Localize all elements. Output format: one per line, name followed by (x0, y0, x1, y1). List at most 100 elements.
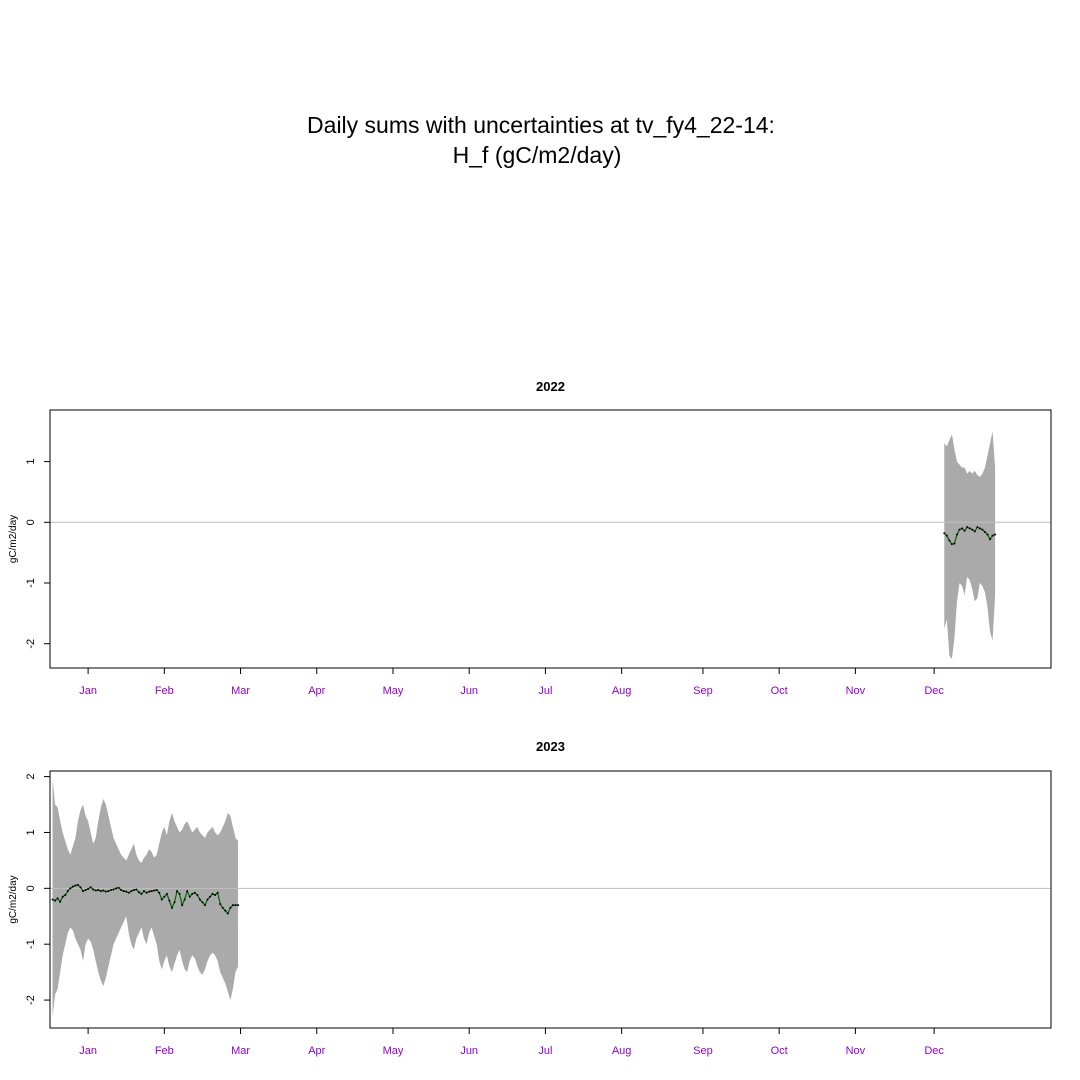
data-point (961, 527, 964, 530)
data-point (89, 886, 92, 889)
data-point (117, 886, 120, 889)
x-tick-label-month: Jul (538, 1045, 552, 1057)
figure-title-line2: H_f (gC/m2/day) (453, 142, 622, 168)
data-point (188, 895, 191, 898)
data-point (135, 888, 138, 891)
x-tick-label-month: Feb (155, 1045, 174, 1057)
data-point (61, 895, 64, 898)
data-point (104, 890, 107, 893)
data-point (102, 889, 105, 892)
data-point (209, 895, 212, 898)
data-point (125, 890, 128, 893)
data-point (163, 895, 166, 898)
data-point (176, 890, 179, 893)
data-point (51, 898, 54, 901)
data-point (978, 527, 981, 530)
x-tick-label-month: Aug (612, 1045, 632, 1057)
x-tick-label-month: Dec (924, 1045, 944, 1057)
uncertainty-band (944, 431, 996, 659)
data-point (130, 890, 133, 893)
data-point (97, 889, 100, 892)
data-point (79, 886, 82, 889)
data-point (191, 892, 194, 895)
y-tick-label: -2 (25, 995, 37, 1005)
data-point (234, 904, 237, 907)
data-point (165, 892, 168, 895)
panel-title: 2022 (536, 379, 565, 394)
y-tick-label: 1 (25, 459, 37, 465)
x-tick-label-month: Mar (231, 685, 250, 697)
data-point (92, 888, 95, 891)
x-tick-label-month: Aug (612, 685, 632, 697)
data-point (140, 892, 143, 895)
data-point (132, 889, 135, 892)
y-tick-label: -1 (25, 939, 37, 949)
x-tick-label-month: May (383, 1045, 404, 1057)
x-tick-label-month: Oct (771, 1045, 788, 1057)
data-point (994, 533, 997, 536)
x-tick-label-month: Mar (231, 1045, 250, 1057)
data-point (170, 906, 173, 909)
y-tick-label: 0 (25, 885, 37, 891)
data-point (231, 904, 234, 907)
panel-2023: 2023 -2 -1 0 1 2 gC/m2/day Jan Feb Mar Apr May Jun Ju… (8, 739, 1052, 1057)
x-tick-label-month: Jan (79, 685, 97, 697)
data-point (211, 892, 214, 895)
data-point (181, 904, 184, 907)
data-point (173, 901, 176, 904)
data-point (84, 889, 87, 892)
x-tick-label-month: Feb (155, 685, 174, 697)
panel-2022: 2022 -2 -1 0 1 gC/m2/day Jan Feb Mar Apr May Jun Jul… (8, 379, 1052, 697)
data-point (237, 904, 240, 907)
data-point (221, 906, 224, 909)
plot-frame (49, 409, 1052, 669)
data-point (219, 902, 222, 905)
data-point (226, 912, 229, 915)
data-point (109, 889, 112, 892)
data-point (955, 533, 958, 536)
panel-title: 2023 (536, 739, 565, 754)
data-point (968, 527, 971, 530)
uncertainty-band (52, 779, 239, 1017)
data-point (69, 887, 72, 890)
x-tick-label-month: Jun (460, 1045, 478, 1057)
data-point (186, 890, 189, 893)
data-point (107, 890, 110, 893)
data-point (160, 898, 163, 901)
data-point (178, 892, 181, 895)
x-tick-label-month: Sep (693, 1045, 713, 1057)
data-point (71, 885, 74, 888)
y-tick-label: -2 (25, 639, 37, 649)
data-point (64, 894, 67, 897)
data-point (948, 539, 951, 542)
data-point (99, 890, 102, 893)
y-tick-label: 1 (25, 829, 37, 835)
x-tick-label-month: Nov (846, 1045, 866, 1057)
data-point (206, 898, 209, 901)
data-point (950, 543, 953, 546)
data-point (196, 894, 199, 897)
x-tick-label-month: Dec (924, 685, 944, 697)
data-point (973, 530, 976, 533)
data-point (115, 887, 118, 890)
y-tick-label: 0 (25, 519, 37, 525)
x-tick-label-month: Apr (308, 1045, 325, 1057)
data-point (82, 890, 85, 893)
data-point (54, 899, 57, 902)
data-point (198, 898, 201, 901)
data-point (981, 528, 984, 531)
data-point (983, 531, 986, 534)
data-point (137, 891, 140, 894)
data-point (193, 891, 196, 894)
data-point (143, 890, 146, 893)
data-point (153, 889, 156, 892)
y-tick-label: 2 (25, 774, 37, 780)
data-point (168, 899, 171, 902)
x-tick-label-month: Jun (460, 685, 478, 697)
x-tick-label-month: Jan (79, 1045, 97, 1057)
data-point (963, 529, 966, 532)
x-tick-label-month: Nov (846, 685, 866, 697)
plot-frame (49, 770, 1052, 1029)
data-point (966, 526, 969, 529)
